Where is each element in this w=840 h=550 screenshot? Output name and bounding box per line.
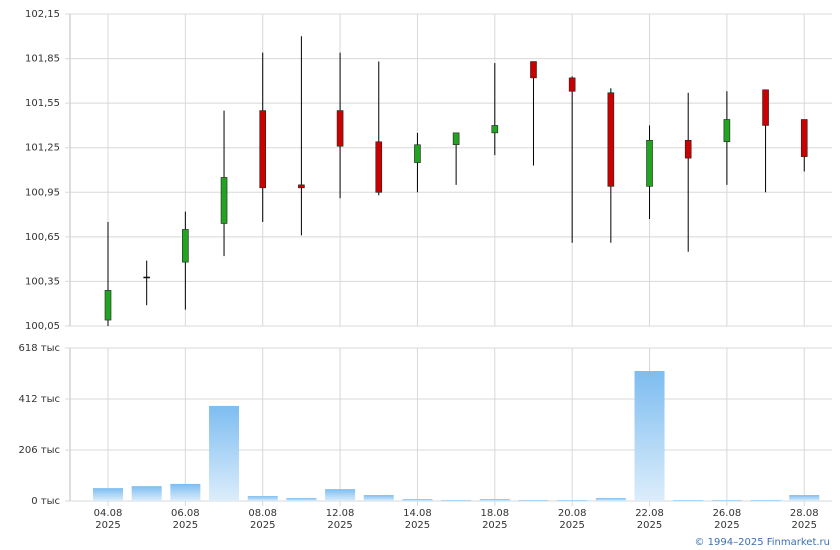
candle-body xyxy=(452,132,460,146)
candle-body xyxy=(220,177,228,224)
y-tick-label: 0 тыс xyxy=(31,496,60,507)
y-tick-label: 412 тыс xyxy=(19,394,60,405)
x-tick-label: 12.08 2025 xyxy=(326,508,355,531)
volume-bar xyxy=(93,488,123,501)
volume-bar xyxy=(595,498,626,501)
volume-bar xyxy=(441,500,472,501)
y-tick-label: 100,95 xyxy=(25,187,60,198)
y-tick-label: 102,15 xyxy=(25,9,60,20)
y-tick-label: 101,55 xyxy=(25,98,60,109)
x-tick-label: 20.08 2025 xyxy=(558,508,587,531)
volume-bar xyxy=(402,499,433,501)
candle-body xyxy=(723,119,731,143)
x-tick-label: 28.08 2025 xyxy=(790,508,819,531)
x-tick-label: 06.08 2025 xyxy=(171,508,200,531)
volume-bar xyxy=(789,495,820,501)
candle-body xyxy=(414,144,421,163)
candle-body xyxy=(646,139,653,187)
candle-body xyxy=(298,184,305,189)
candle-body xyxy=(607,92,615,187)
x-tick-label: 26.08 2025 xyxy=(713,508,742,531)
volume-bar xyxy=(131,486,162,501)
candle-body xyxy=(762,89,769,126)
x-tick-label: 04.08 2025 xyxy=(94,508,123,531)
y-tick-label: 101,25 xyxy=(25,143,60,154)
x-tick-label: 22.08 2025 xyxy=(635,508,664,531)
candle-body xyxy=(143,276,150,279)
volume-bar xyxy=(673,500,704,501)
candle-body xyxy=(336,110,344,147)
volume-bar xyxy=(711,500,742,501)
candle-body xyxy=(684,139,692,159)
volume-bar xyxy=(750,500,781,501)
credit: © 1994–2025 Finmarket.ru xyxy=(694,537,830,548)
candle-body xyxy=(568,77,576,92)
volume-bar xyxy=(325,489,356,501)
volume-bar xyxy=(557,500,588,501)
y-tick-label: 206 тыс xyxy=(19,445,60,456)
volume-bar xyxy=(247,496,278,501)
volume-bar xyxy=(209,405,240,501)
x-tick-label: 18.08 2025 xyxy=(480,508,509,531)
y-tick-label: 100,35 xyxy=(25,276,60,287)
candle-body xyxy=(259,110,267,189)
x-tick-label: 14.08 2025 xyxy=(403,508,432,531)
candle-body xyxy=(800,119,808,157)
x-tick-label: 08.08 2025 xyxy=(248,508,277,531)
volume-bar xyxy=(170,483,201,501)
volume-bar xyxy=(634,371,665,501)
volume-bar xyxy=(363,495,394,501)
candle-body xyxy=(182,229,189,263)
volume-bar xyxy=(479,499,510,501)
candle-body xyxy=(375,141,383,193)
volume-bar xyxy=(518,500,549,501)
candle-body xyxy=(530,61,537,79)
y-tick-label: 100,05 xyxy=(25,321,60,332)
volume-bar xyxy=(286,498,317,501)
candle-body xyxy=(491,125,499,134)
y-tick-label: 100,65 xyxy=(25,232,60,243)
y-tick-label: 101,85 xyxy=(25,54,60,65)
candle-body xyxy=(104,290,112,321)
y-tick-label: 618 тыс xyxy=(19,343,60,354)
